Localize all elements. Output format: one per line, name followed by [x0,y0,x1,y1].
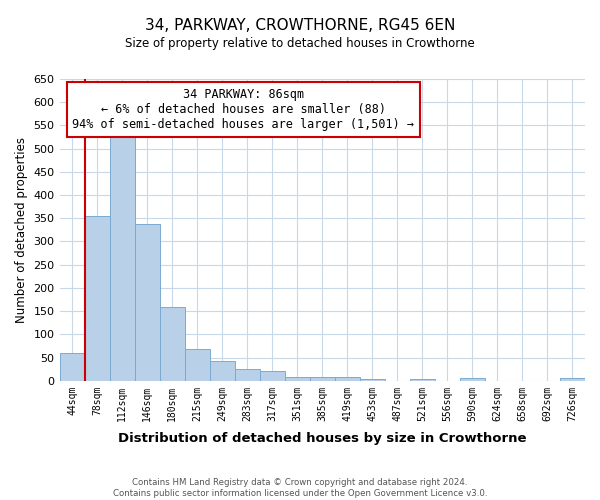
Bar [410,380,435,381]
Bar [85,216,110,381]
Bar [460,378,485,381]
Bar [209,362,235,381]
Text: 34, PARKWAY, CROWTHORNE, RG45 6EN: 34, PARKWAY, CROWTHORNE, RG45 6EN [145,18,455,32]
X-axis label: Distribution of detached houses by size in Crowthorne: Distribution of detached houses by size … [118,432,527,445]
Bar [360,380,385,381]
Bar [110,130,134,381]
Bar [260,372,285,381]
Y-axis label: Number of detached properties: Number of detached properties [15,137,28,323]
Bar [335,377,360,381]
Bar [310,377,335,381]
Bar [134,224,160,381]
Bar [185,349,209,381]
Text: Size of property relative to detached houses in Crowthorne: Size of property relative to detached ho… [125,38,475,51]
Bar [160,308,185,381]
Bar [560,378,585,381]
Text: Contains HM Land Registry data © Crown copyright and database right 2024.
Contai: Contains HM Land Registry data © Crown c… [113,478,487,498]
Text: 34 PARKWAY: 86sqm
← 6% of detached houses are smaller (88)
94% of semi-detached : 34 PARKWAY: 86sqm ← 6% of detached house… [73,88,415,131]
Bar [59,353,85,381]
Bar [285,377,310,381]
Bar [235,368,260,381]
